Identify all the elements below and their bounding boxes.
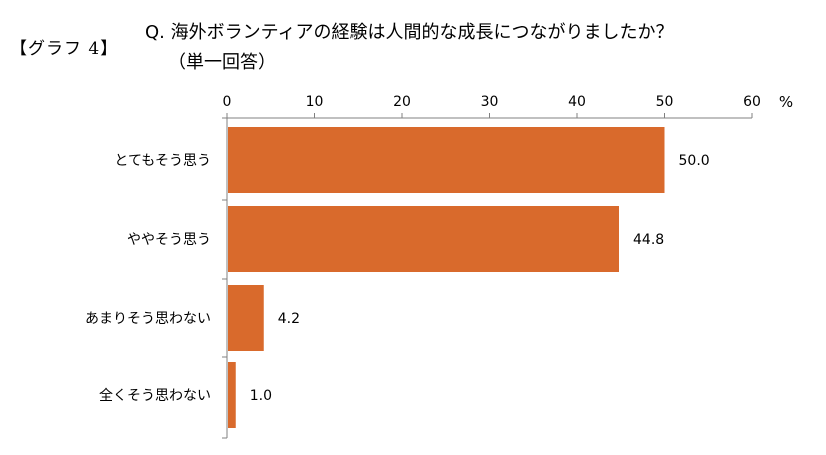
data-label: 50.0	[679, 153, 710, 169]
category-label: あまりそう思わない	[85, 311, 211, 327]
x-tick-label: 0	[223, 94, 232, 110]
bar	[228, 127, 665, 193]
data-label: 1.0	[250, 388, 272, 404]
x-tick-label: 10	[306, 94, 324, 110]
category-label: とてもそう思う	[114, 153, 211, 169]
question-subtitle: （単一回答）	[168, 52, 276, 73]
x-tick-label: 40	[568, 94, 586, 110]
category-label: ややそう思う	[127, 232, 211, 248]
x-tick-label: 50	[656, 94, 674, 110]
x-tick-label: 60	[743, 94, 761, 110]
bar	[228, 285, 264, 351]
category-label: 全くそう思わない	[99, 387, 211, 404]
x-tick-label: 30	[481, 94, 499, 110]
x-axis-unit-label: %	[779, 93, 793, 111]
bar	[228, 362, 236, 428]
x-tick-label: 20	[393, 94, 411, 110]
question-title: Q. 海外ボランティアの経験は人間的な成長につながりましたか？	[145, 22, 674, 43]
bar	[228, 206, 619, 272]
figure-label: 【グラフ 4】	[10, 39, 119, 59]
data-label: 44.8	[633, 232, 664, 248]
data-label: 4.2	[278, 311, 300, 327]
